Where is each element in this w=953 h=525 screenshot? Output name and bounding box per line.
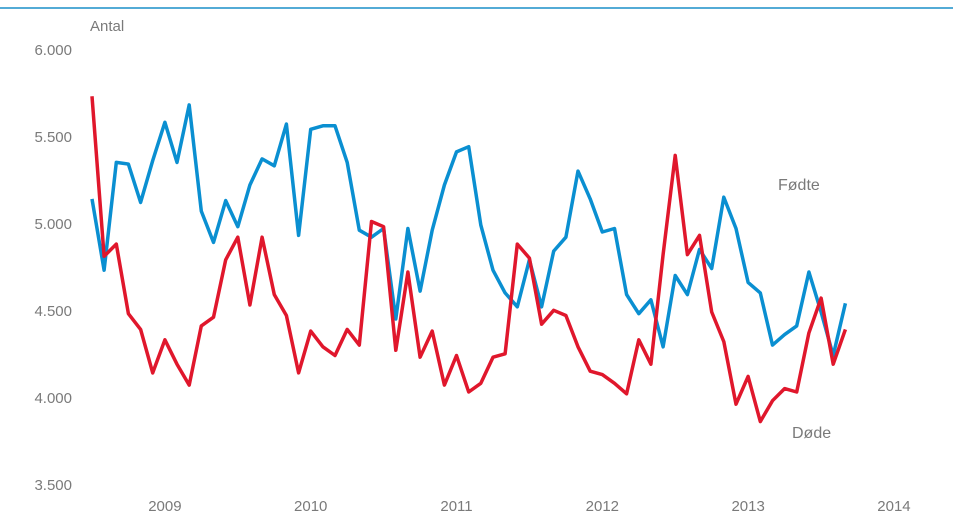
x-tick-label: 2014 (877, 498, 910, 515)
y-axis-label: Antal (90, 18, 124, 35)
y-tick-label: 6.000 (34, 42, 72, 59)
series-line (90, 96, 848, 424)
y-tick-label: 5.000 (34, 216, 72, 233)
x-tick-label: 2013 (731, 498, 764, 515)
y-tick-label: 3.500 (34, 477, 72, 494)
x-tick-label: 2009 (148, 498, 181, 515)
y-tick-label: 5.500 (34, 129, 72, 146)
y-tick-label: 4.500 (34, 303, 72, 320)
x-tick-label: 2010 (294, 498, 327, 515)
y-tick-label: 4.000 (34, 390, 72, 407)
series-label: Døde (792, 425, 831, 442)
x-tick-label: 2011 (440, 498, 472, 515)
series-label: Fødte (778, 177, 820, 194)
series-line (90, 103, 848, 358)
x-tick-label: 2012 (586, 498, 619, 515)
